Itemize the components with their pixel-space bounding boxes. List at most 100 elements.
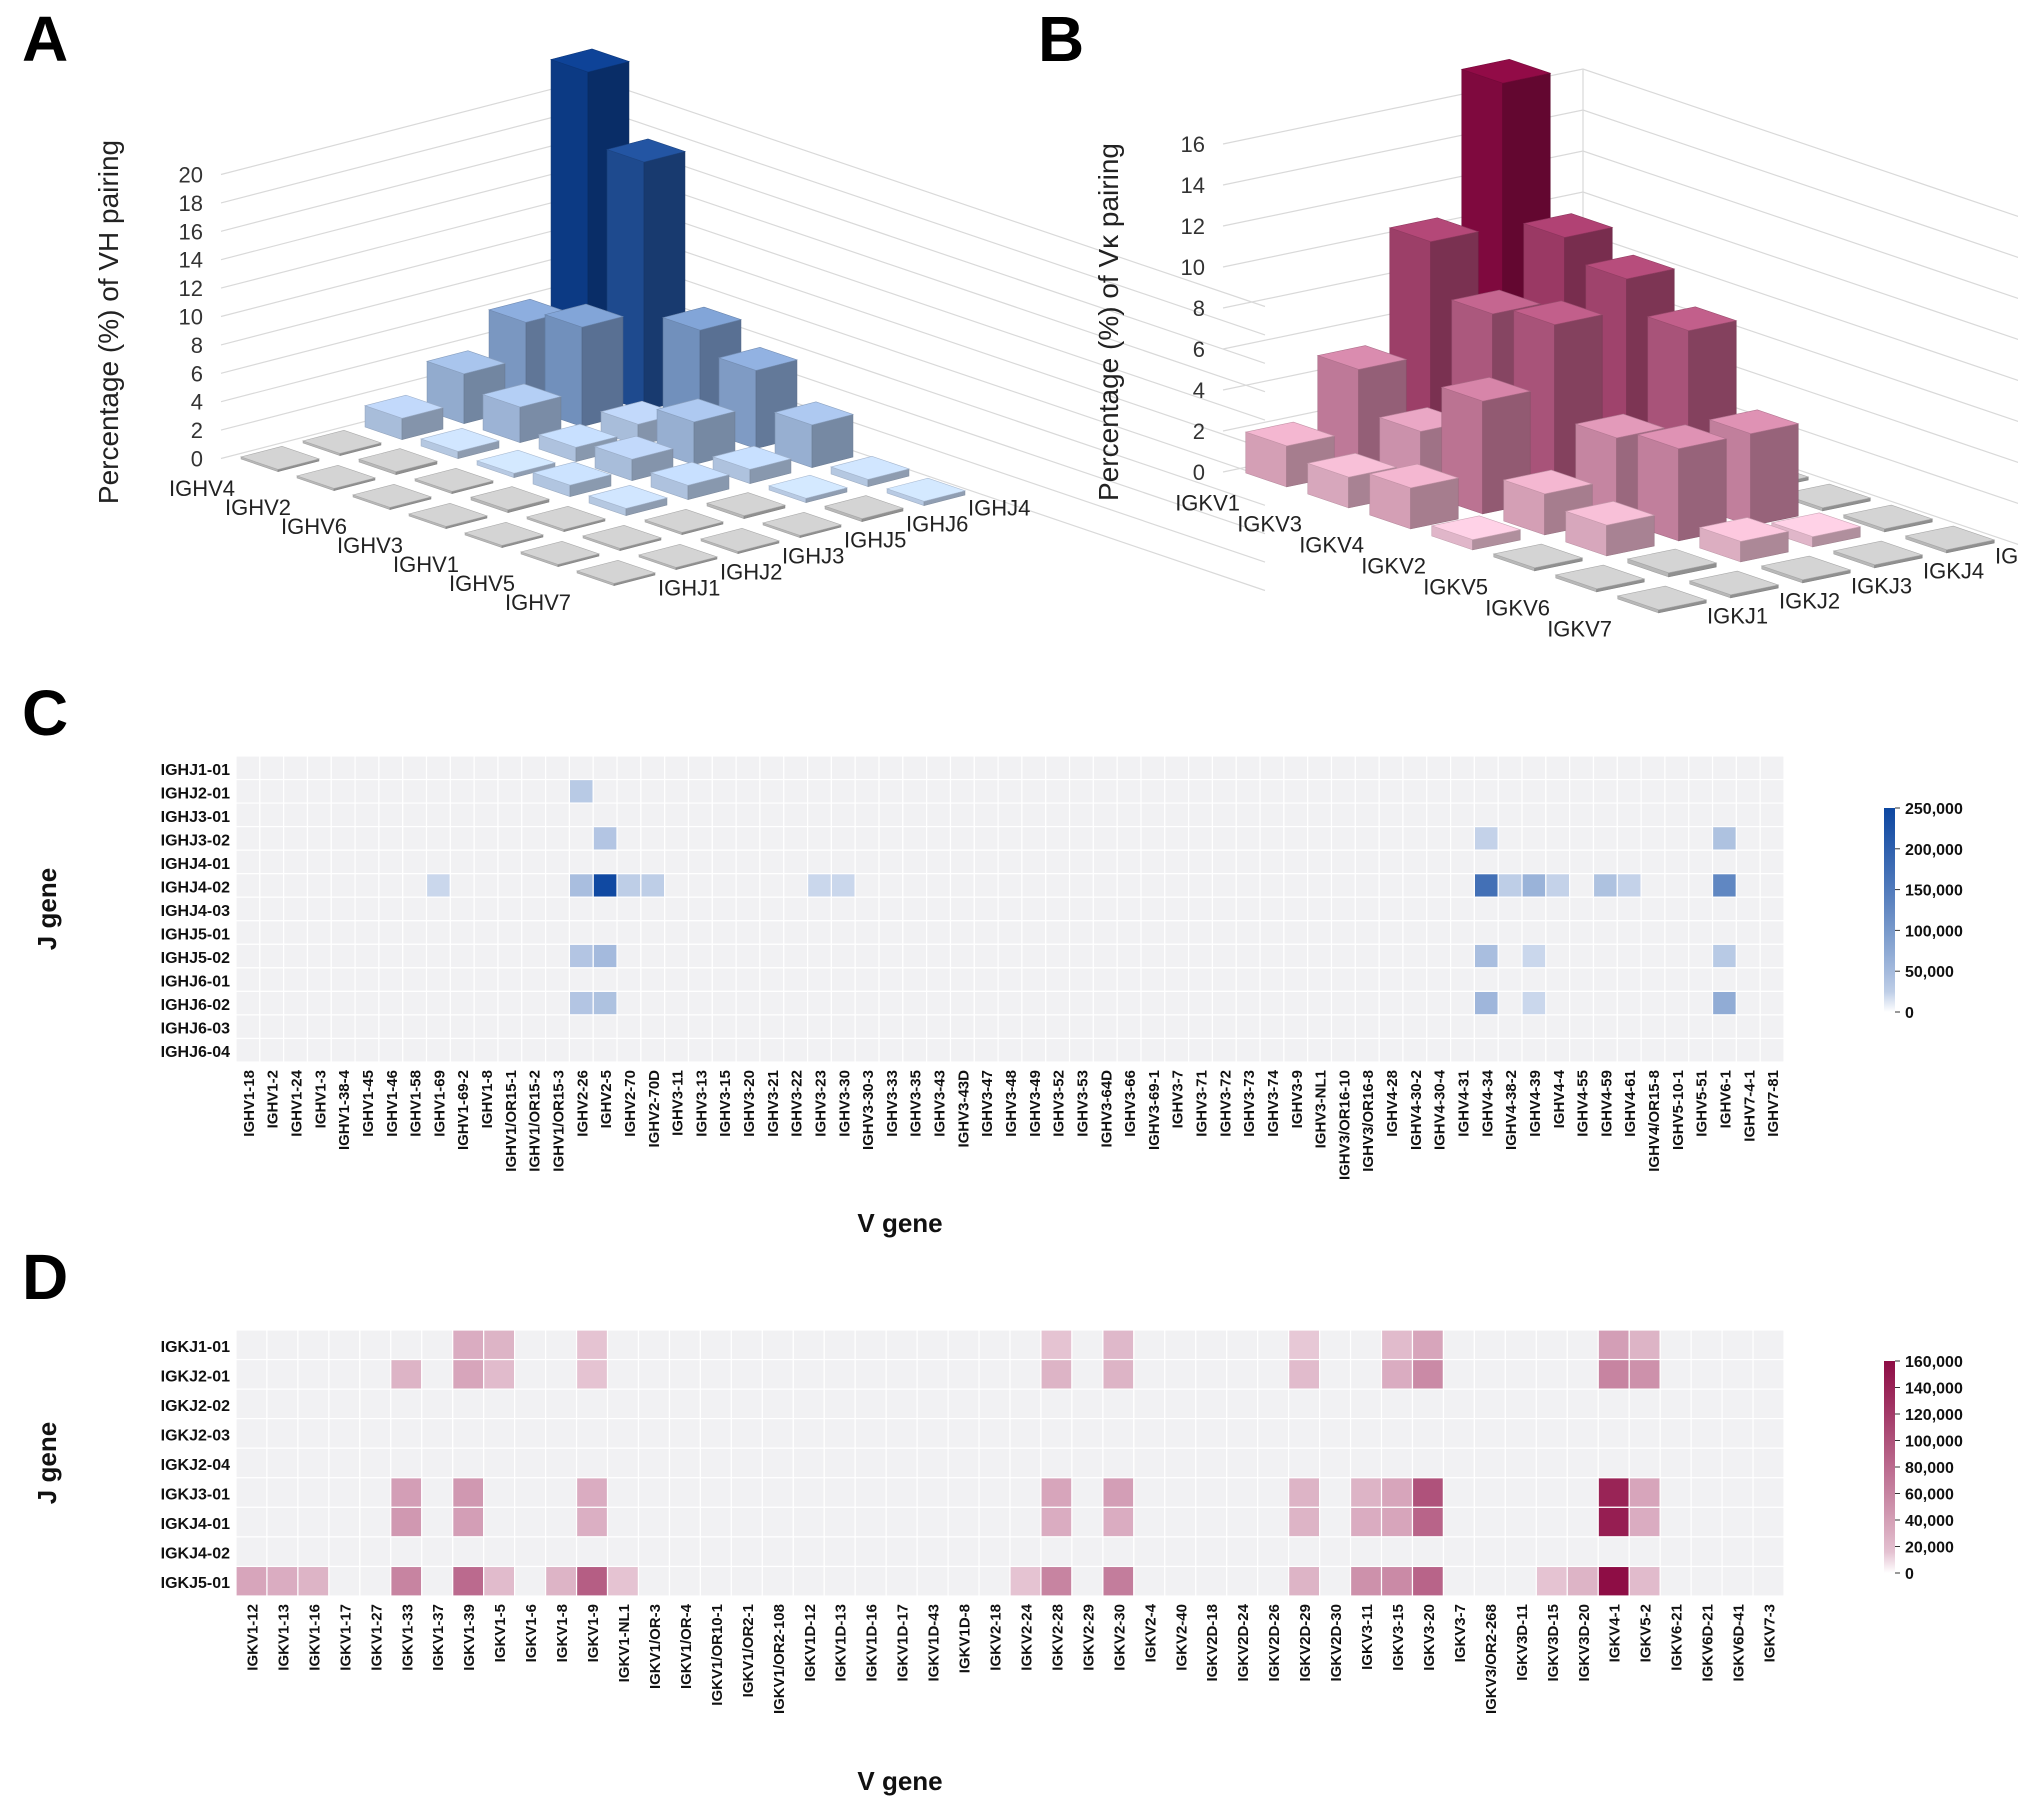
heatmap-cell (1226, 1447, 1259, 1479)
row-label: IGHJ6-01 (161, 974, 230, 991)
heatmap-cell (1068, 849, 1094, 875)
heatmap-cell (1071, 1447, 1104, 1479)
col-label: IGKV1D-12 (802, 1604, 819, 1682)
heatmap-cell (616, 920, 642, 945)
heatmap-cell (1330, 826, 1356, 851)
z-tick-label: 4 (1193, 378, 1205, 403)
heatmap-cell (947, 1565, 980, 1597)
heatmap-cell (1688, 849, 1714, 875)
bar-IGHV7-IGHJ1 (576, 560, 656, 586)
heatmap-cell (421, 1447, 454, 1479)
heatmap-cell (947, 1388, 980, 1420)
heatmap-cell (425, 896, 451, 922)
z-axis-title: Percentage (%) of Vκ pairing (1093, 143, 1124, 501)
heatmap-cell (637, 1388, 671, 1420)
col-label: IGKV2D-24 (1235, 1603, 1252, 1681)
bar-IGHV5-IGHJ5 (706, 492, 786, 519)
heatmap-cell (1521, 826, 1547, 851)
heatmap-cell (354, 849, 380, 875)
heatmap-cell (1690, 1565, 1723, 1597)
col-label: IGHV3-33 (884, 1070, 901, 1137)
heatmap-cell (1759, 967, 1785, 992)
heatmap-cell (235, 802, 261, 828)
heatmap-cell (711, 802, 737, 828)
heatmap-cell (1735, 778, 1761, 804)
heatmap-cell (711, 873, 737, 898)
heatmap-cell (1402, 943, 1428, 969)
heatmap-cell (1504, 1565, 1537, 1597)
heatmap-cell (1473, 1506, 1506, 1538)
heatmap-cell (1616, 873, 1642, 898)
heatmap-cell (1188, 896, 1214, 922)
heatmap-cell (1164, 896, 1190, 922)
heatmap-cell (1283, 826, 1309, 851)
heatmap-cell (1473, 1388, 1506, 1420)
heatmap-cell (1411, 1388, 1445, 1420)
heatmap-cell (1257, 1447, 1290, 1479)
heatmap-cell (792, 1506, 825, 1538)
heatmap-cell (1688, 896, 1714, 922)
heatmap-cell (759, 1037, 785, 1063)
heatmap-cell (1021, 802, 1047, 828)
heatmap-cell (544, 1037, 571, 1063)
heatmap-cell (483, 1565, 516, 1597)
heatmap-cell (1664, 849, 1690, 875)
heatmap-cell (1257, 1388, 1290, 1420)
heatmap-cell (421, 1506, 454, 1538)
heatmap-cell (902, 920, 928, 945)
row-label: IGKJ4-02 (161, 1546, 230, 1563)
heatmap-cell (1521, 849, 1547, 875)
heatmap-cell (699, 1536, 732, 1568)
row-label: IGHJ4-03 (161, 903, 230, 920)
heatmap-cell (878, 990, 904, 1016)
heatmap-cell (1545, 1037, 1571, 1063)
heatmap-cell (1449, 826, 1475, 851)
heatmap-cell (1759, 873, 1785, 898)
col-label: IGHV3-64D (1098, 1070, 1115, 1148)
heatmap-cell (687, 943, 713, 969)
row-label: IGHJ4-02 (161, 879, 230, 896)
heatmap-cell (1659, 1565, 1692, 1597)
bar-IGKV4-IGKJ1 (1368, 463, 1460, 530)
heatmap-cell (949, 990, 975, 1016)
heatmap-cell (711, 755, 737, 781)
heatmap-cell (1521, 896, 1547, 922)
heatmap-cell (1721, 1418, 1754, 1449)
heatmap-cell (544, 849, 571, 875)
heatmap-cell (1592, 849, 1618, 875)
heatmap-cell (1735, 873, 1761, 898)
panel-label-c: C (22, 677, 69, 749)
heatmap-cell (402, 1037, 428, 1063)
heatmap-cell (823, 1329, 856, 1361)
heatmap-cell (1318, 1418, 1352, 1449)
colorbar-tick-label: 20,000 (1905, 1540, 1954, 1557)
heatmap-cell (354, 920, 380, 945)
heatmap-cell (1597, 1536, 1630, 1568)
heatmap-cell (378, 967, 404, 992)
heatmap-cell (1545, 849, 1571, 875)
bar-face-top (1616, 585, 1708, 611)
heatmap-cell (330, 826, 356, 851)
bar-face-top (1842, 504, 1934, 530)
heatmap-cell (806, 826, 832, 851)
heatmap-cell (306, 1037, 332, 1063)
heatmap-cell (1068, 990, 1094, 1016)
heatmap-cell (1497, 755, 1523, 781)
heatmap-cell (449, 849, 475, 875)
heatmap-cell (1426, 920, 1452, 945)
heatmap-cell (761, 1447, 794, 1479)
heatmap-cell (1116, 873, 1142, 898)
bar-face-top (352, 484, 432, 508)
col-label: IGKV2D-30 (1328, 1604, 1345, 1682)
col-label: IGKV1D-13 (833, 1604, 850, 1682)
heatmap-cell (902, 778, 928, 804)
bar-face-top (1368, 463, 1460, 489)
heatmap-cell (1380, 1565, 1414, 1597)
heatmap-cell (997, 943, 1023, 969)
heatmap-cell (1235, 849, 1261, 875)
heatmap-cell (259, 826, 285, 851)
heatmap-cell (1664, 778, 1690, 804)
heatmap-cell (1735, 802, 1761, 828)
heatmap-cell (830, 967, 856, 992)
heatmap-cell (949, 826, 975, 851)
